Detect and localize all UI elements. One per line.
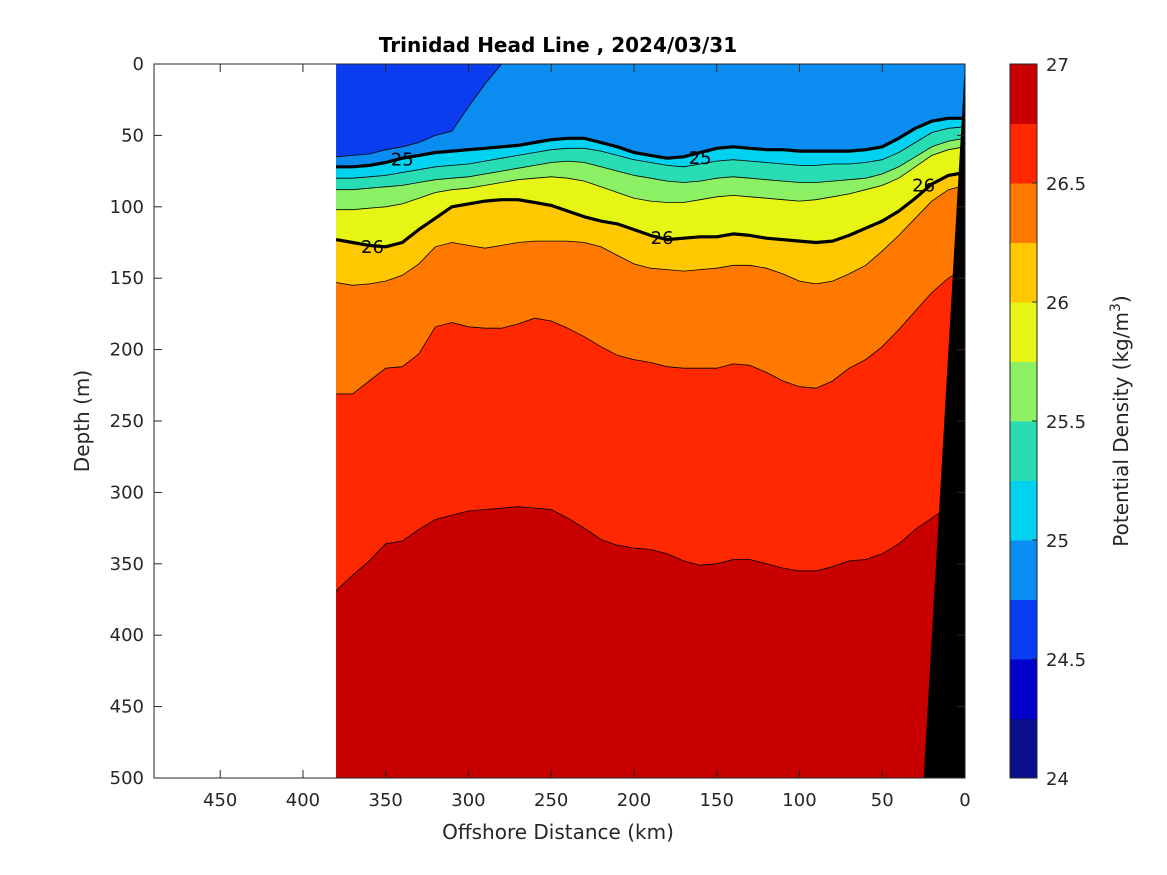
colorbar-tick-label: 26.5: [1046, 174, 1086, 195]
density-fill-layer: [336, 64, 965, 778]
colorbar-tick-label: 27: [1046, 55, 1069, 76]
x-tick-label: 450: [203, 790, 237, 811]
colorbar-segment-11: [1010, 64, 1037, 124]
x-tick-label: 150: [700, 790, 734, 811]
colorbar-segment-4: [1010, 480, 1037, 541]
contour-label-text: 25: [689, 148, 712, 169]
contour-label-text: 26: [361, 237, 384, 258]
colorbar-segment-7: [1010, 302, 1037, 362]
colorbar-label-suffix: ): [1109, 295, 1133, 303]
colorbar-segment-3: [1010, 540, 1037, 600]
x-tick-label: 300: [451, 790, 485, 811]
colorbar: [1009, 63, 1038, 779]
bold-contour-26: [335, 170, 965, 249]
colorbar-ticks: 24 24.5 25 25.5 26 26.5 27: [1032, 55, 1086, 790]
contour-label-text: 25: [391, 150, 414, 171]
colorbar-tick-label: 24: [1046, 769, 1069, 790]
bathymetry-seafloor: [923, 64, 965, 778]
y-axis-label: Depth (m): [70, 370, 94, 472]
contour-label-layer: 25 25 26 26 26: [361, 148, 935, 258]
y-tick-label: 300: [110, 482, 144, 503]
contour-label-text: 26: [651, 228, 674, 249]
density-band-26-75: [336, 499, 965, 778]
contour-line-25-25: [336, 126, 965, 179]
contour-label-4: 26: [912, 175, 935, 196]
bold-contour-25: [336, 116, 965, 169]
x-tick-label: 350: [369, 790, 403, 811]
chart-title: Trinidad Head Line , 2024/03/31: [379, 33, 737, 57]
colorbar-segment-6: [1010, 361, 1037, 422]
colorbar-tick-label: 25: [1046, 531, 1069, 552]
x-tick-label: 100: [782, 790, 816, 811]
colorbar-segment-2: [1010, 599, 1037, 660]
y-tick-label: 350: [110, 554, 144, 575]
x-axis-label: Offshore Distance (km): [442, 820, 674, 844]
contour-label-1: 25: [689, 148, 712, 169]
contour-line-25-5: [336, 137, 965, 191]
contour-line-25-75: [336, 146, 965, 211]
colorbar-segment-9: [1010, 183, 1037, 243]
y-tick-label: 400: [110, 625, 144, 646]
colorbar-label-exponent: 3: [1108, 303, 1124, 312]
y-tick-label: 200: [110, 340, 144, 361]
y-tick-label: 150: [110, 268, 144, 289]
contour-line-26-75: [335, 499, 965, 592]
x-tick-label: 0: [959, 790, 970, 811]
contour-label-3: 26: [651, 228, 674, 249]
contour-label-0: 25: [391, 150, 414, 171]
contour-label-2: 26: [361, 237, 384, 258]
y-tick-label: 250: [110, 411, 144, 432]
y-tick-label: 50: [121, 125, 144, 146]
colorbar-label: Potential Density (kg/m3): [1108, 295, 1133, 546]
contour-line-layer: [335, 64, 965, 592]
colorbar-segment-8: [1010, 242, 1037, 303]
y-tick-label: 450: [110, 697, 144, 718]
x-tick-label: 200: [617, 790, 651, 811]
y-tick-label: 0: [133, 54, 144, 75]
colorbar-segment-0: [1010, 718, 1037, 779]
contour-label-text: 26: [912, 175, 935, 196]
contour-line-26-25: [336, 185, 965, 286]
x-tick-label: 50: [871, 790, 894, 811]
colorbar-tick-label: 25.5: [1046, 412, 1086, 433]
contour-line-26-5: [336, 267, 965, 395]
x-tick-label: 250: [534, 790, 568, 811]
x-tick-label: 400: [286, 790, 320, 811]
plot-area: 25 25 26 26 26: [335, 64, 965, 778]
y-tick-label: 100: [110, 197, 144, 218]
contour-line-24-75: [336, 64, 965, 158]
colorbar-segment-10: [1010, 123, 1037, 184]
y-axis: 0 50 100 150 200 250 300 350 400 450 500: [110, 54, 965, 789]
colorbar-segment-5: [1010, 421, 1037, 481]
colorbar-label-prefix: Potential Density (kg/m: [1109, 312, 1133, 547]
bold-contour-layer: [335, 116, 965, 249]
x-axis: 450 400 350 300 250 200 150 100 50 0: [203, 64, 971, 811]
y-tick-label: 500: [110, 768, 144, 789]
colorbar-tick-label: 24.5: [1046, 650, 1086, 671]
colorbar-tick-label: 26: [1046, 293, 1069, 314]
colorbar-segment-1: [1010, 659, 1037, 719]
